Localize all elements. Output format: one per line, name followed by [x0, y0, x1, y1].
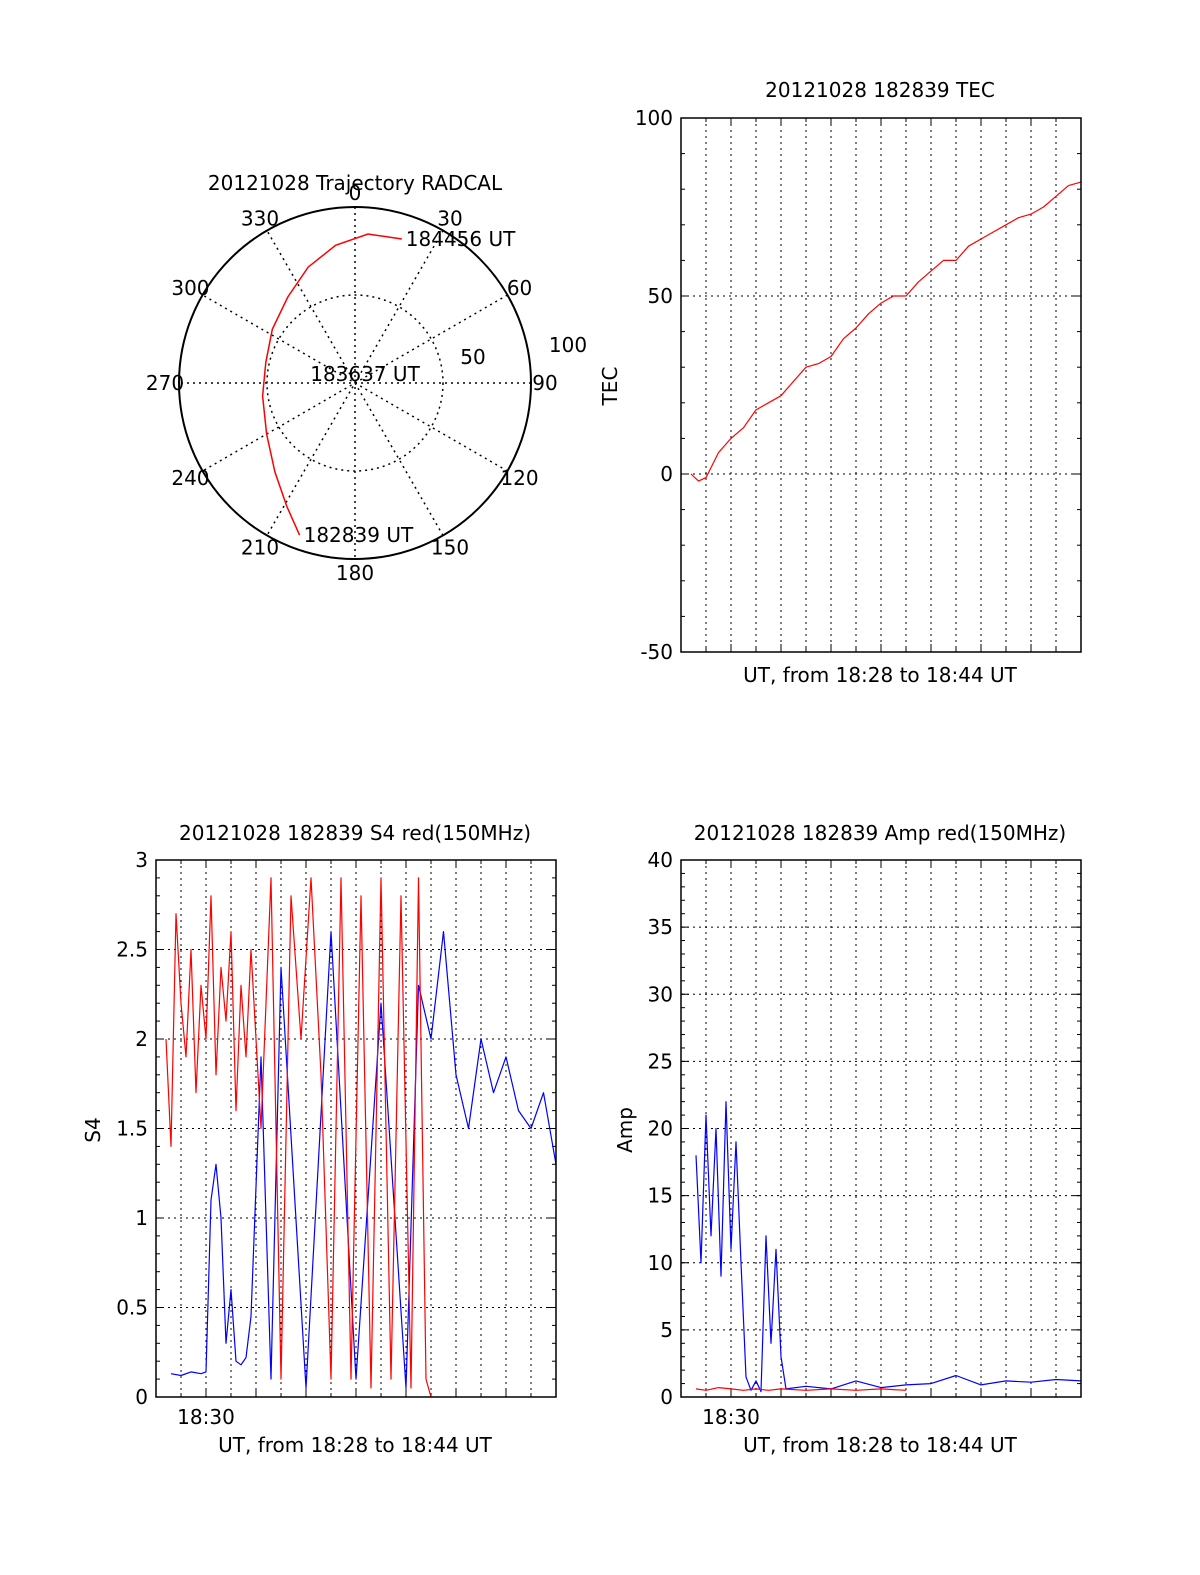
y-tick-label: 25 [648, 1049, 673, 1073]
series-red-line [695, 1387, 907, 1391]
amp-title: 20121028 182839 Amp red(150MHz) [694, 821, 1066, 845]
polar-grid [178, 206, 532, 560]
polar-radial-label: 50 [460, 345, 485, 369]
amp-ylabel: Amp [613, 1107, 637, 1153]
y-tick-label: -50 [640, 640, 673, 664]
series-blue-line [170, 931, 557, 1389]
polar-azimuth-label: 60 [507, 276, 532, 300]
s4-panel: 20121028 182839 S4 red(150MHz) S4 18:30 … [81, 821, 557, 1457]
s4-plot-area: 0 0.5 1 1.5 2 2.5 3 [116, 848, 557, 1409]
polar-azimuth-label: 120 [500, 466, 538, 490]
tec-title: 20121028 182839 TEC [765, 78, 995, 102]
y-tick-label: 2 [135, 1027, 148, 1051]
y-tick-label: 0 [135, 1385, 148, 1409]
s4-title: 20121028 182839 S4 red(150MHz) [179, 821, 531, 845]
tec-plot-area: -50 0 50 100 [635, 106, 1082, 664]
tec-ylabel: TEC [598, 367, 622, 407]
s4-xtick-label: 18:30 [177, 1405, 235, 1429]
polar-azimuth-label: 180 [336, 561, 374, 585]
series-red-line [690, 181, 1082, 482]
trajectory-line [261, 233, 402, 536]
polar-azimuth-label: 150 [431, 536, 469, 560]
polar-azimuth-label: 210 [241, 536, 279, 560]
amp-xlabel: UT, from 18:28 to 18:44 UT [743, 1433, 1018, 1457]
polar-spoke [266, 230, 444, 536]
y-tick-label: 0 [660, 462, 673, 486]
trajectory-time-label: 184456 UT [406, 227, 516, 251]
s4-ylabel: S4 [81, 1117, 105, 1142]
polar-azimuth-label: 270 [146, 371, 184, 395]
y-tick-label: 1 [135, 1206, 148, 1230]
series-red-line [165, 877, 432, 1398]
amp-plot-area: 0 5 10 15 20 25 30 35 40 [648, 848, 1082, 1409]
tec-xlabel: UT, from 18:28 to 18:44 UT [743, 663, 1018, 687]
y-tick-label: 2.5 [116, 938, 148, 962]
polar-azimuth-label: 90 [532, 371, 557, 395]
y-tick-label: 30 [648, 982, 673, 1006]
y-tick-label: 0.5 [116, 1296, 148, 1320]
tec-panel: 20121028 182839 TEC TEC UT, from 18:28 t… [598, 78, 1082, 687]
amp-xtick-label: 18:30 [702, 1405, 760, 1429]
y-tick-label: 15 [648, 1184, 673, 1208]
plot-frame [155, 859, 557, 1398]
plot-frame [680, 117, 1082, 653]
y-tick-label: 0 [660, 1385, 673, 1409]
y-tick-label: 50 [648, 284, 673, 308]
y-tick-label: 35 [648, 915, 673, 939]
trajectory-polar-panel: 20121028 Trajectory RADCAL 0 30 60 90 120 150… [146, 171, 587, 585]
polar-azimuth-label: 240 [171, 466, 209, 490]
trajectory-time-label: 182839 UT [304, 523, 414, 547]
polar-azimuth-label: 30 [437, 206, 462, 230]
trajectory-title: 20121028 Trajectory RADCAL [208, 171, 503, 195]
y-tick-label: 40 [648, 848, 673, 872]
trajectory-time-label: 183637 UT [310, 362, 420, 386]
s4-xlabel: UT, from 18:28 to 18:44 UT [218, 1433, 493, 1457]
polar-trajectory-series [261, 233, 402, 536]
polar-azimuth-label: 0 [349, 181, 362, 205]
y-tick-label: 3 [135, 848, 148, 872]
polar-radial-label: 100 [549, 333, 587, 357]
y-tick-label: 10 [648, 1251, 673, 1275]
series-blue-line [695, 1101, 1082, 1393]
y-tick-label: 1.5 [116, 1117, 148, 1141]
polar-azimuth-label: 330 [241, 206, 279, 230]
y-tick-label: 5 [660, 1318, 673, 1342]
amp-panel: 20121028 182839 Amp red(150MHz) Amp 18:3… [613, 821, 1082, 1457]
polar-azimuth-label: 300 [171, 276, 209, 300]
polar-labels: 0 30 60 90 120 150 180 210 240 270 300 330 50 100 1844… [146, 181, 587, 585]
y-tick-label: 20 [648, 1117, 673, 1141]
y-tick-label: 100 [635, 106, 673, 130]
plot-frame [680, 859, 1082, 1398]
